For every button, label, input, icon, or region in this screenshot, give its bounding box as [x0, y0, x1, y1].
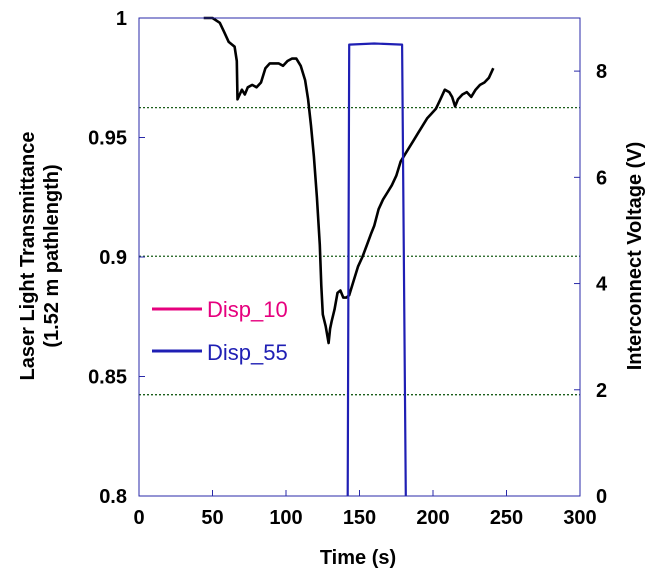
left-axis-title-line2: (1.52 m pathlength) [41, 164, 63, 347]
legend-label-disp10: Disp_10 [207, 297, 288, 322]
right-tick-label-4: 8 [596, 61, 607, 83]
x-axis-title: Time (s) [320, 547, 396, 569]
x-tick-label-50: 50 [201, 507, 223, 529]
legend-label-disp55: Disp_55 [207, 340, 288, 365]
x-tick-label-200: 200 [416, 507, 449, 529]
left-tick-label-2: 0.9 [99, 247, 127, 269]
plot-frame [138, 17, 581, 497]
right-tick-label-1: 2 [596, 380, 607, 402]
legend: Disp_10 Disp_55 [152, 297, 288, 365]
left-tick-label-1: 0.85 [88, 367, 127, 389]
tick-labels: 0 50 100 150 200 250 300 0.8 0.85 0.9 0.95 1 0 2 4 6 8 [88, 8, 608, 529]
left-tick-label-0: 0.8 [99, 486, 127, 508]
x-tick-label-100: 100 [269, 507, 302, 529]
right-tick-label-2: 4 [596, 274, 608, 296]
right-axis-title: Interconnect Voltage (V) [624, 142, 646, 371]
right-tick-label-3: 6 [596, 167, 607, 189]
right-tick-label-0: 0 [596, 486, 607, 508]
x-tick-label-250: 250 [490, 507, 523, 529]
left-tick-label-4: 1 [116, 8, 127, 30]
series-line-disp-55 [346, 42, 407, 497]
x-tick-label-300: 300 [563, 507, 596, 529]
left-tick-label-3: 0.95 [88, 128, 127, 150]
left-axis-title-line1: Laser Light Transmittance [17, 132, 39, 381]
series-line-transmittance [203, 16, 495, 345]
series-group [203, 16, 495, 497]
x-tick-label-0: 0 [133, 507, 144, 529]
gridlines [139, 106, 580, 396]
x-tick-label-150: 150 [343, 507, 376, 529]
axes [138, 17, 581, 497]
